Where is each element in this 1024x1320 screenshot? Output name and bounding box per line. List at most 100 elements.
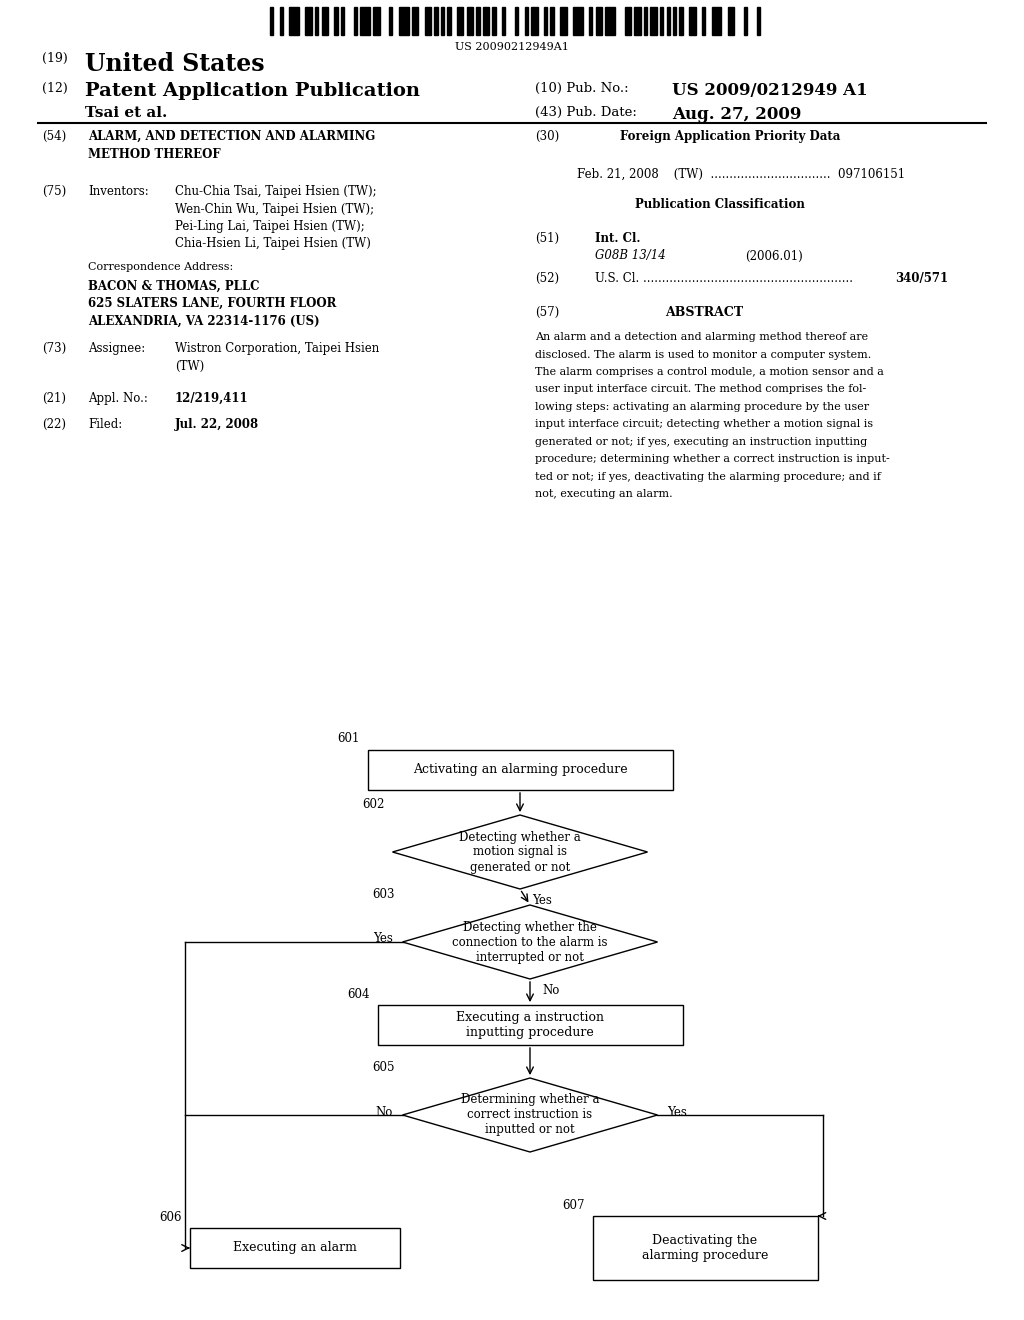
Text: Feb. 21, 2008    (TW)  ................................  097106151: Feb. 21, 2008 (TW) .....................… <box>577 168 905 181</box>
Text: (22): (22) <box>42 418 66 432</box>
Bar <box>457 7 464 36</box>
Bar <box>482 7 489 36</box>
Text: Wen-Chin Wu, Taipei Hsien (TW);: Wen-Chin Wu, Taipei Hsien (TW); <box>175 202 374 215</box>
Text: METHOD THEREOF: METHOD THEREOF <box>88 148 220 161</box>
Text: Patent Application Publication: Patent Application Publication <box>85 82 420 100</box>
Text: Yes: Yes <box>532 894 552 907</box>
Text: Yes: Yes <box>668 1106 687 1118</box>
Text: Chia-Hsien Li, Taipei Hsien (TW): Chia-Hsien Li, Taipei Hsien (TW) <box>175 238 371 251</box>
Text: Publication Classification: Publication Classification <box>635 198 805 211</box>
Text: Executing a instruction
inputting procedure: Executing a instruction inputting proced… <box>456 1011 604 1039</box>
Bar <box>441 7 444 36</box>
Text: ALARM, AND DETECTION AND ALARMING: ALARM, AND DETECTION AND ALARMING <box>88 129 375 143</box>
Bar <box>425 7 431 36</box>
Bar <box>689 7 695 36</box>
Text: Filed:: Filed: <box>88 418 122 432</box>
Text: (75): (75) <box>42 185 67 198</box>
Bar <box>589 7 592 36</box>
Text: Chu-Chia Tsai, Taipei Hsien (TW);: Chu-Chia Tsai, Taipei Hsien (TW); <box>175 185 377 198</box>
Bar <box>728 7 734 36</box>
Text: Appl. No.:: Appl. No.: <box>88 392 147 405</box>
Text: generated or not; if yes, executing an instruction inputting: generated or not; if yes, executing an i… <box>535 437 867 447</box>
Bar <box>280 7 283 36</box>
Bar <box>447 7 451 36</box>
Text: An alarm and a detection and alarming method thereof are: An alarm and a detection and alarming me… <box>535 333 868 342</box>
Bar <box>531 7 538 36</box>
Text: (52): (52) <box>535 272 559 285</box>
Bar <box>560 7 566 36</box>
Polygon shape <box>402 906 657 979</box>
Text: No: No <box>375 1106 392 1118</box>
Bar <box>467 7 473 36</box>
Text: US 2009/0212949 A1: US 2009/0212949 A1 <box>672 82 867 99</box>
Text: The alarm comprises a control module, a motion sensor and a: The alarm comprises a control module, a … <box>535 367 884 378</box>
Text: Detecting whether a
motion signal is
generated or not: Detecting whether a motion signal is gen… <box>459 830 581 874</box>
Text: (2006.01): (2006.01) <box>745 249 803 263</box>
Text: ALEXANDRIA, VA 22314-1176 (US): ALEXANDRIA, VA 22314-1176 (US) <box>88 314 319 327</box>
Text: Aug. 27, 2009: Aug. 27, 2009 <box>672 106 802 123</box>
Text: No: No <box>542 983 559 997</box>
Bar <box>502 7 505 36</box>
Text: (TW): (TW) <box>175 359 204 372</box>
Text: ted or not; if yes, deactivating the alarming procedure; and if: ted or not; if yes, deactivating the ala… <box>535 473 881 482</box>
Bar <box>650 7 656 36</box>
Text: Activating an alarming procedure: Activating an alarming procedure <box>413 763 628 776</box>
Text: (51): (51) <box>535 232 559 246</box>
Text: disclosed. The alarm is used to monitor a computer system.: disclosed. The alarm is used to monitor … <box>535 350 871 359</box>
Text: (73): (73) <box>42 342 67 355</box>
Bar <box>712 7 721 36</box>
Text: input interface circuit; detecting whether a motion signal is: input interface circuit; detecting wheth… <box>535 420 873 429</box>
Text: Determining whether a
correct instruction is
inputted or not: Determining whether a correct instructio… <box>461 1093 599 1137</box>
Bar <box>373 7 380 36</box>
Bar <box>702 7 706 36</box>
Text: Inventors:: Inventors: <box>88 185 148 198</box>
Bar <box>743 7 748 36</box>
Text: 601: 601 <box>337 733 359 744</box>
Text: 340/571: 340/571 <box>895 272 948 285</box>
Text: (10) Pub. No.:: (10) Pub. No.: <box>535 82 629 95</box>
Text: 625 SLATERS LANE, FOURTH FLOOR: 625 SLATERS LANE, FOURTH FLOOR <box>88 297 336 310</box>
Bar <box>573 7 583 36</box>
Bar <box>667 7 670 36</box>
Bar <box>644 7 647 36</box>
Text: (43) Pub. Date:: (43) Pub. Date: <box>535 106 637 119</box>
Bar <box>625 7 631 36</box>
Text: (57): (57) <box>535 306 559 319</box>
Text: procedure; determining whether a correct instruction is input-: procedure; determining whether a correct… <box>535 454 890 465</box>
Text: 12/219,411: 12/219,411 <box>175 392 249 405</box>
Bar <box>190 1228 400 1269</box>
Text: US 20090212949A1: US 20090212949A1 <box>455 42 569 51</box>
Bar <box>476 7 479 36</box>
Text: Assignee:: Assignee: <box>88 342 145 355</box>
Bar <box>315 7 318 36</box>
Bar <box>679 7 683 36</box>
Text: Deactivating the
alarming procedure: Deactivating the alarming procedure <box>642 1234 768 1262</box>
Bar <box>290 7 299 36</box>
Text: 602: 602 <box>362 799 384 810</box>
Text: Foreign Application Priority Data: Foreign Application Priority Data <box>620 129 841 143</box>
Text: Wistron Corporation, Taipei Hsien: Wistron Corporation, Taipei Hsien <box>175 342 379 355</box>
Text: Detecting whether the
connection to the alarm is
interrupted or not: Detecting whether the connection to the … <box>453 920 608 964</box>
Text: user input interface circuit. The method comprises the fol-: user input interface circuit. The method… <box>535 384 866 395</box>
Bar <box>322 7 328 36</box>
Text: 605: 605 <box>372 1061 394 1074</box>
Text: Tsai et al.: Tsai et al. <box>85 106 167 120</box>
Text: lowing steps: activating an alarming procedure by the user: lowing steps: activating an alarming pro… <box>535 403 869 412</box>
Bar <box>596 7 602 36</box>
Bar <box>634 7 641 36</box>
Text: (12): (12) <box>42 82 68 95</box>
Text: Int. Cl.: Int. Cl. <box>595 232 640 246</box>
Bar <box>305 7 312 36</box>
Bar <box>434 7 437 36</box>
Bar <box>335 7 338 36</box>
Text: Pei-Ling Lai, Taipei Hsien (TW);: Pei-Ling Lai, Taipei Hsien (TW); <box>175 220 365 234</box>
Bar <box>378 1005 683 1045</box>
Bar <box>660 7 664 36</box>
Bar <box>757 7 760 36</box>
Bar <box>551 7 554 36</box>
Bar <box>673 7 676 36</box>
Text: (21): (21) <box>42 392 66 405</box>
Text: BACON & THOMAS, PLLC: BACON & THOMAS, PLLC <box>88 280 259 293</box>
Bar <box>515 7 518 36</box>
Text: (19): (19) <box>42 51 68 65</box>
